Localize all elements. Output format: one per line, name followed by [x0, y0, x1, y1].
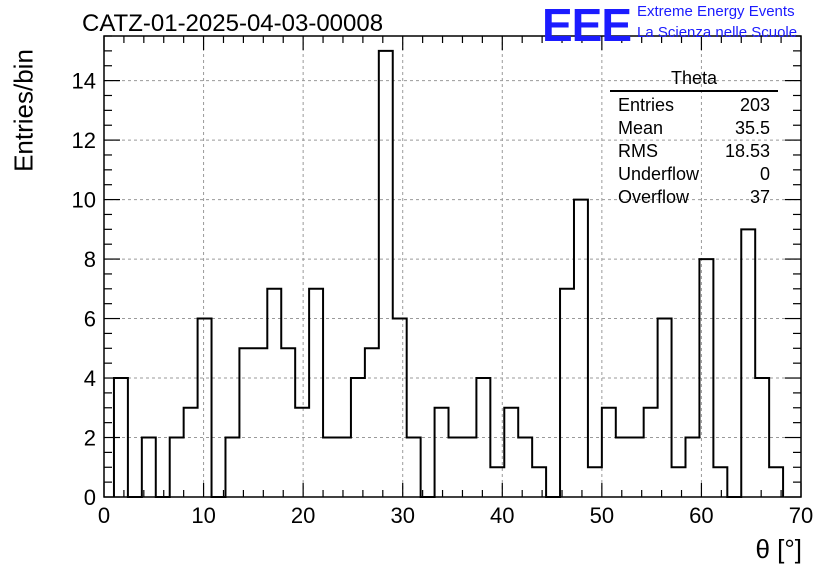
- stats-row: Entries 203: [610, 94, 778, 117]
- histogram-bin: [504, 408, 518, 497]
- y-axis-label: Entries/bin: [8, 49, 39, 172]
- logo-subtitle-1: Extreme Energy Events: [637, 3, 795, 20]
- histogram-bin: [393, 319, 407, 497]
- stats-row: RMS 18.53: [610, 140, 778, 163]
- histogram-bin: [630, 438, 644, 497]
- histogram-bin: [253, 348, 267, 497]
- stats-value: 203: [739, 95, 770, 115]
- logo-subtitle-2: La Scienza nelle Scuole: [637, 24, 798, 41]
- histogram-bin: [616, 438, 630, 497]
- stats-value: 18.53: [724, 141, 770, 161]
- y-tick-label: 2: [84, 426, 96, 451]
- histogram-bin: [644, 408, 658, 497]
- stats-row: Underflow 0: [610, 163, 778, 186]
- histogram-bin: [281, 348, 295, 497]
- histogram-bin: [184, 408, 198, 497]
- y-tick-label: 14: [72, 69, 96, 94]
- histogram-bin: [588, 467, 602, 497]
- histogram-bin: [295, 408, 309, 497]
- y-tick-label: 8: [84, 247, 96, 272]
- stats-row: Overflow 37: [610, 186, 778, 209]
- plot-frame: [103, 35, 802, 498]
- x-tick-label: 40: [490, 503, 514, 528]
- stats-row: Mean 35.5: [610, 117, 778, 140]
- histogram-bin: [337, 438, 351, 497]
- histogram-bin: [435, 408, 449, 497]
- stats-box: Theta Entries 203 Mean 35.5 RMS 18.53 Under…: [610, 68, 778, 209]
- stats-label: Mean: [618, 118, 664, 138]
- x-tick-label: 50: [590, 503, 614, 528]
- stats-label: RMS: [618, 141, 658, 161]
- histogram-bin: [449, 438, 463, 497]
- y-tick-label: 10: [72, 188, 96, 213]
- y-tick-label: 12: [72, 128, 96, 153]
- histogram-bin: [239, 348, 253, 497]
- chart-title: CATZ-01-2025-04-03-00008: [82, 10, 384, 37]
- y-tick-label: 0: [84, 485, 96, 510]
- x-tick-label: 0: [98, 503, 110, 528]
- histogram-bin: [672, 467, 686, 497]
- eee-logo: EEE: [542, 0, 632, 51]
- stats-value: 37: [749, 187, 770, 207]
- histogram-bin: [658, 319, 672, 497]
- histogram-bin: [685, 438, 699, 497]
- histogram-bin: [309, 289, 323, 497]
- histogram-bin: [699, 259, 713, 497]
- histogram-bin: [379, 51, 393, 497]
- histogram-bin: [351, 378, 365, 497]
- histogram-bin: [713, 467, 727, 497]
- histogram-bin: [142, 438, 156, 497]
- y-tick-label: 4: [84, 366, 96, 391]
- histogram-bin: [602, 408, 616, 497]
- stats-value: 35.5: [734, 118, 770, 138]
- x-tick-label: 20: [291, 503, 315, 528]
- histogram-bin: [365, 348, 379, 497]
- histogram-bin: [560, 289, 574, 497]
- histogram-bin: [574, 200, 588, 497]
- histogram-bin: [462, 438, 476, 497]
- histogram-bin: [267, 289, 281, 497]
- stats-box-title: Theta: [610, 68, 778, 92]
- histogram-bin: [198, 319, 212, 497]
- x-axis-label: θ [°]: [755, 534, 802, 564]
- histogram-bin: [225, 438, 239, 497]
- x-tick-label: 60: [689, 503, 713, 528]
- histogram-bin: [741, 229, 755, 497]
- stats-label: Overflow: [618, 187, 690, 207]
- x-tick-label: 30: [390, 503, 414, 528]
- histogram-bin: [476, 378, 490, 497]
- stats-label: Entries: [618, 95, 675, 115]
- x-tick-label: 70: [789, 503, 813, 528]
- histogram-bin: [407, 438, 421, 497]
- histogram-bin: [755, 378, 769, 497]
- x-tick-label: 10: [191, 503, 215, 528]
- stats-label: Underflow: [618, 164, 700, 184]
- histogram-bin: [518, 438, 532, 497]
- histogram-bin: [323, 438, 337, 497]
- y-tick-label: 6: [84, 307, 96, 332]
- stats-value: 0: [759, 164, 770, 184]
- histogram-bin: [170, 438, 184, 497]
- histogram-bin: [532, 467, 546, 497]
